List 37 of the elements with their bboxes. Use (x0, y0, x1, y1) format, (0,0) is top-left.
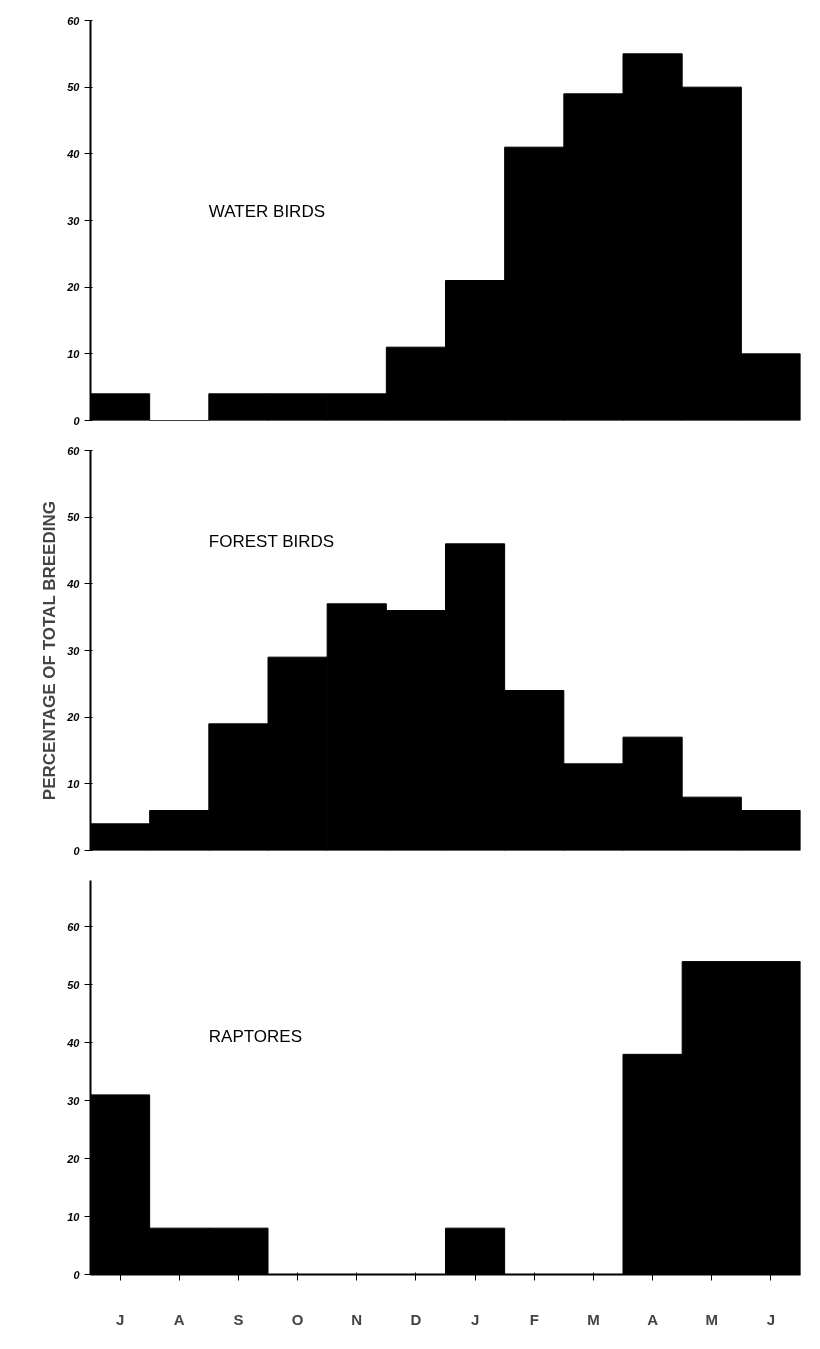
y-tick-label: 40 (66, 577, 81, 590)
y-tick-label: 10 (67, 1210, 81, 1223)
y-tick-label: 60 (67, 920, 81, 933)
y-tick-label: 0 (73, 1268, 81, 1281)
text: WATER BIRDS (208, 201, 326, 221)
text: FOREST BIRDS (208, 531, 335, 551)
y-tick-label: 0 (73, 414, 81, 427)
x-tick-label: D (410, 1310, 422, 1328)
y-tick-label: 50 (67, 511, 81, 524)
x-tick-label: M (587, 1310, 600, 1328)
y-tick-label: 60 (67, 444, 81, 457)
text: RAPTORES (208, 1026, 303, 1046)
x-tick-label: J (470, 1310, 480, 1328)
y-tick-label: 30 (67, 644, 81, 657)
y-tick-label: 0 (73, 844, 81, 857)
y-tick-label: 20 (66, 281, 81, 294)
y-tick-label: 30 (67, 1094, 81, 1107)
y-tick-label: 50 (67, 978, 81, 991)
x-tick-label: A (173, 1310, 185, 1328)
y-tick-label: 40 (66, 1036, 81, 1049)
x-tick-label: F (529, 1310, 539, 1328)
x-tick-label: J (115, 1310, 125, 1328)
y-tick-label: 40 (66, 147, 81, 160)
y-axis-title: PERCENTAGE OF TOTAL BREEDING (40, 501, 60, 801)
y-tick-label: 20 (66, 1152, 81, 1165)
y-tick-label: 10 (67, 347, 81, 360)
y-tick-label: 20 (66, 711, 81, 724)
y-tick-label: 10 (67, 777, 81, 790)
x-tick-label: O (291, 1310, 304, 1328)
x-tick-label: S (233, 1310, 244, 1328)
x-tick-label: J (766, 1310, 776, 1328)
x-tick-label: N (351, 1310, 363, 1328)
y-tick-label: 50 (67, 81, 81, 94)
y-tick-label: 30 (67, 214, 81, 227)
x-tick-label: A (647, 1310, 659, 1328)
x-tick-label: M (705, 1310, 718, 1328)
y-tick-label: 60 (67, 14, 81, 27)
